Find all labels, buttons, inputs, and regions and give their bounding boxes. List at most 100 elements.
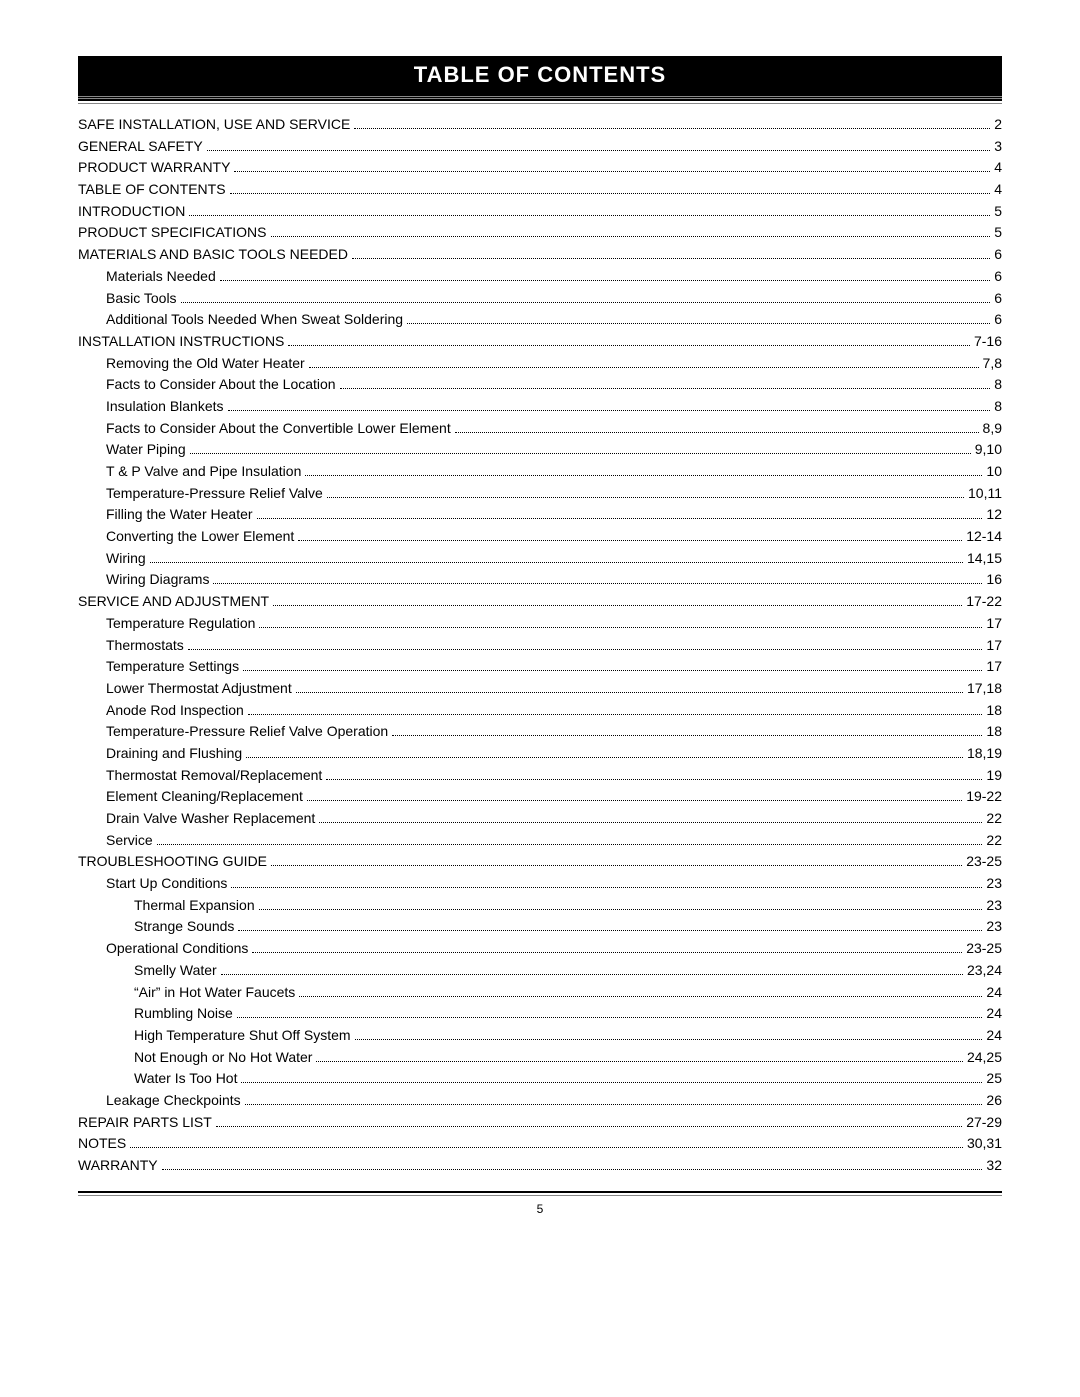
toc-page: 24 xyxy=(986,1003,1002,1025)
toc-label: PRODUCT SPECIFICATIONS xyxy=(78,222,267,244)
toc-page: 8,9 xyxy=(983,418,1002,440)
toc-page: 18 xyxy=(986,721,1002,743)
toc-row: Not Enough or No Hot Water24,25 xyxy=(78,1047,1002,1069)
toc-leader-dots xyxy=(340,379,991,389)
toc-row: Additional Tools Needed When Sweat Solde… xyxy=(78,309,1002,331)
toc-label: Strange Sounds xyxy=(134,916,234,938)
toc-row: Leakage Checkpoints26 xyxy=(78,1090,1002,1112)
toc-row: Temperature-Pressure Relief Valve Operat… xyxy=(78,721,1002,743)
toc-row: Wiring Diagrams16 xyxy=(78,569,1002,591)
toc-page: 26 xyxy=(986,1090,1002,1112)
toc-page: 6 xyxy=(994,309,1002,331)
toc-row: GENERAL SAFETY 3 xyxy=(78,136,1002,158)
toc-page: 17,18 xyxy=(967,678,1002,700)
toc-leader-dots xyxy=(181,293,991,303)
toc-row: Facts to Consider About the Convertible … xyxy=(78,418,1002,440)
toc-page: 4 xyxy=(994,179,1002,201)
toc-row: Element Cleaning/Replacement19-22 xyxy=(78,786,1002,808)
toc-row: Temperature Settings17 xyxy=(78,656,1002,678)
toc-label: NOTES xyxy=(78,1133,126,1155)
toc-label: Not Enough or No Hot Water xyxy=(134,1047,312,1069)
toc-row: PRODUCT SPECIFICATIONS 5 xyxy=(78,222,1002,244)
toc-row: Draining and Flushing18,19 xyxy=(78,743,1002,765)
toc-page: 18 xyxy=(986,700,1002,722)
toc-page: 2 xyxy=(994,114,1002,136)
toc-leader-dots xyxy=(288,336,970,346)
toc-page: 19 xyxy=(986,765,1002,787)
toc-page: 23 xyxy=(986,895,1002,917)
toc-row: NOTES 30,31 xyxy=(78,1133,1002,1155)
toc-page: 23 xyxy=(986,916,1002,938)
toc-page: 3 xyxy=(994,136,1002,158)
toc-leader-dots xyxy=(243,661,982,671)
toc-page: 17 xyxy=(986,656,1002,678)
toc-row: Thermostats17 xyxy=(78,635,1002,657)
toc-leader-dots xyxy=(234,163,990,173)
toc-page: 9,10 xyxy=(975,439,1002,461)
toc-label: Draining and Flushing xyxy=(106,743,242,765)
toc-label: Drain Valve Washer Replacement xyxy=(106,808,315,830)
toc-label: “Air” in Hot Water Faucets xyxy=(134,982,295,1004)
toc-label: MATERIALS AND BASIC TOOLS NEEDED xyxy=(78,244,348,266)
toc-page: 6 xyxy=(994,288,1002,310)
footer-divider xyxy=(78,1191,1002,1196)
toc-row: PRODUCT WARRANTY4 xyxy=(78,157,1002,179)
toc-page: 30,31 xyxy=(967,1133,1002,1155)
toc-leader-dots xyxy=(231,878,982,888)
toc-page: 27-29 xyxy=(966,1112,1002,1134)
toc-leader-dots xyxy=(316,1052,963,1062)
toc-label: REPAIR PARTS LIST xyxy=(78,1112,212,1134)
toc-page: 22 xyxy=(986,830,1002,852)
toc-page: 5 xyxy=(994,201,1002,223)
toc-label: Thermostats xyxy=(106,635,184,657)
toc-page: 8 xyxy=(994,396,1002,418)
toc-leader-dots xyxy=(241,1073,982,1083)
toc-row: REPAIR PARTS LIST 27-29 xyxy=(78,1112,1002,1134)
toc-leader-dots xyxy=(189,206,990,216)
toc-label: TABLE OF CONTENTS xyxy=(78,179,226,201)
toc-row: Smelly Water23,24 xyxy=(78,960,1002,982)
toc-row: Water Is Too Hot25 xyxy=(78,1068,1002,1090)
toc-row: INTRODUCTION5 xyxy=(78,201,1002,223)
toc-row: Water Piping9,10 xyxy=(78,439,1002,461)
toc-page: 23-25 xyxy=(966,851,1002,873)
page-title: TABLE OF CONTENTS xyxy=(414,62,666,87)
toc-leader-dots xyxy=(299,987,982,997)
toc-page: 19-22 xyxy=(966,786,1002,808)
toc-page: 23,24 xyxy=(967,960,1002,982)
toc-row: Removing the Old Water Heater7,8 xyxy=(78,353,1002,375)
toc-leader-dots xyxy=(162,1160,983,1170)
toc-label: TROUBLESHOOTING GUIDE xyxy=(78,851,267,873)
toc-page: 6 xyxy=(994,266,1002,288)
toc-row: INSTALLATION INSTRUCTIONS7-16 xyxy=(78,331,1002,353)
toc-page: 4 xyxy=(994,157,1002,179)
toc-row: Operational Conditions23-25 xyxy=(78,938,1002,960)
toc-page: 24 xyxy=(986,982,1002,1004)
toc-leader-dots xyxy=(228,401,991,411)
toc-row: Drain Valve Washer Replacement22 xyxy=(78,808,1002,830)
toc-leader-dots xyxy=(271,228,991,238)
toc-leader-dots xyxy=(257,510,983,520)
toc-label: High Temperature Shut Off System xyxy=(134,1025,351,1047)
toc-row: Facts to Consider About the Location8 xyxy=(78,374,1002,396)
toc-row: Start Up Conditions23 xyxy=(78,873,1002,895)
toc-label: WARRANTY xyxy=(78,1155,158,1177)
toc-page: 5 xyxy=(994,222,1002,244)
toc-row: Filling the Water Heater12 xyxy=(78,504,1002,526)
toc-label: Operational Conditions xyxy=(106,938,248,960)
toc-leader-dots xyxy=(230,184,991,194)
toc-page: 24 xyxy=(986,1025,1002,1047)
toc-leader-dots xyxy=(237,1008,983,1018)
toc-label: GENERAL SAFETY xyxy=(78,136,203,158)
toc-row: High Temperature Shut Off System 24 xyxy=(78,1025,1002,1047)
toc-label: Facts to Consider About the Location xyxy=(106,374,336,396)
toc-list: SAFE INSTALLATION, USE AND SERVICE2GENER… xyxy=(78,114,1002,1177)
toc-leader-dots xyxy=(259,900,983,910)
toc-label: Rumbling Noise xyxy=(134,1003,233,1025)
toc-row: MATERIALS AND BASIC TOOLS NEEDED6 xyxy=(78,244,1002,266)
toc-row: Basic Tools6 xyxy=(78,288,1002,310)
toc-label: Service xyxy=(106,830,153,852)
toc-page: 12-14 xyxy=(966,526,1002,548)
toc-leader-dots xyxy=(259,618,982,628)
toc-leader-dots xyxy=(221,965,963,975)
